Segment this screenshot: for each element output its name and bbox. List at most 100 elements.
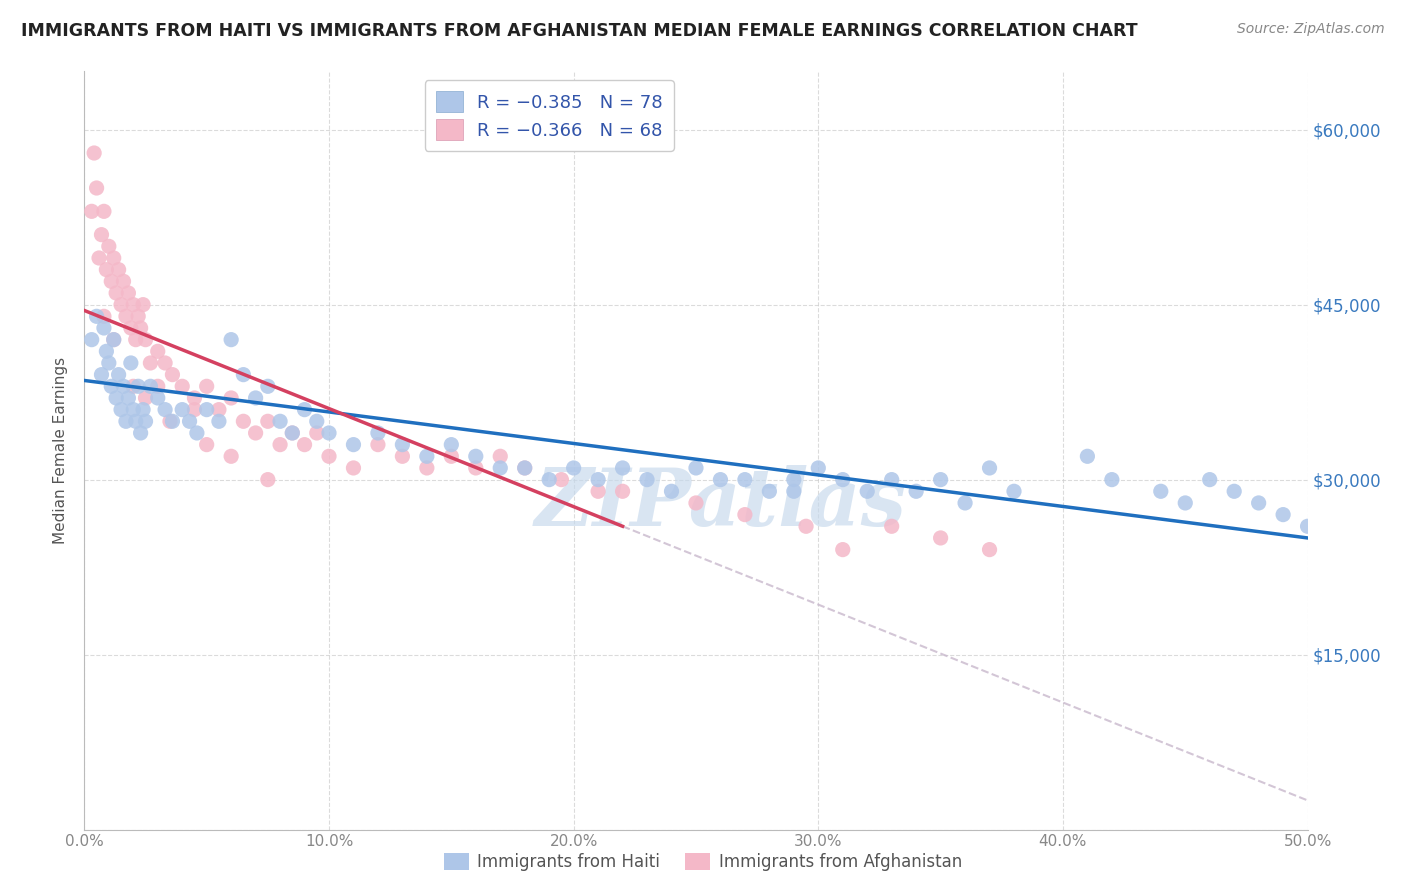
Point [245, 391, 267, 405]
Point [464, 450, 486, 464]
Point [305, 414, 328, 428]
Point [880, 473, 903, 487]
Point [103, 333, 125, 347]
Point [107, 262, 129, 277]
Point [132, 298, 155, 312]
Point [281, 425, 304, 440]
Point [513, 461, 536, 475]
Point [127, 310, 149, 324]
Point [83, 146, 105, 161]
Point [562, 461, 585, 475]
Point [953, 496, 976, 510]
Point [318, 450, 340, 464]
Point [93, 321, 115, 335]
Point [90, 227, 112, 242]
Point [103, 251, 125, 265]
Point [219, 450, 242, 464]
Point [1076, 450, 1098, 464]
Point [103, 333, 125, 347]
Point [305, 425, 328, 440]
Point [269, 414, 291, 428]
Point [636, 473, 658, 487]
Point [159, 414, 181, 428]
Point [80, 204, 103, 219]
Point [183, 402, 205, 417]
Point [929, 473, 952, 487]
Point [87, 251, 110, 265]
Point [219, 333, 242, 347]
Point [831, 473, 853, 487]
Point [153, 402, 176, 417]
Point [115, 310, 138, 324]
Point [120, 321, 142, 335]
Point [105, 285, 128, 300]
Point [489, 450, 512, 464]
Point [1002, 484, 1025, 499]
Point [367, 425, 389, 440]
Point [139, 356, 162, 370]
Point [1174, 496, 1197, 510]
Point [86, 181, 108, 195]
Point [1223, 484, 1246, 499]
Point [195, 402, 218, 417]
Point [794, 519, 817, 533]
Point [342, 461, 364, 475]
Point [257, 473, 280, 487]
Point [489, 461, 512, 475]
Point [1198, 473, 1220, 487]
Point [586, 473, 609, 487]
Point [186, 425, 208, 440]
Point [783, 484, 806, 499]
Point [100, 274, 122, 288]
Point [367, 437, 389, 451]
Point [122, 402, 145, 417]
Point [93, 310, 115, 324]
Point [232, 414, 254, 428]
Point [979, 542, 1001, 557]
Point [80, 333, 103, 347]
Point [734, 473, 756, 487]
Point [440, 450, 463, 464]
Point [112, 379, 135, 393]
Point [831, 542, 853, 557]
Point [905, 484, 928, 499]
Text: ZIPatlas: ZIPatlas [534, 465, 907, 542]
Point [416, 450, 439, 464]
Point [783, 473, 806, 487]
Point [257, 379, 280, 393]
Point [856, 484, 879, 499]
Point [146, 379, 169, 393]
Point [513, 461, 536, 475]
Point [105, 391, 128, 405]
Point [107, 368, 129, 382]
Point [294, 437, 316, 451]
Legend: R = −0.385   N = 78, R = −0.366   N = 68: R = −0.385 N = 78, R = −0.366 N = 68 [425, 80, 673, 151]
Point [125, 333, 148, 347]
Point [139, 379, 162, 393]
Point [120, 356, 142, 370]
Point [179, 414, 201, 428]
Point [219, 391, 242, 405]
Point [112, 274, 135, 288]
Point [1296, 519, 1319, 533]
Point [122, 298, 145, 312]
Point [135, 414, 157, 428]
Point [86, 310, 108, 324]
Point [685, 461, 707, 475]
Point [127, 379, 149, 393]
Point [440, 437, 463, 451]
Point [100, 379, 122, 393]
Point [172, 379, 194, 393]
Point [153, 356, 176, 370]
Point [117, 391, 139, 405]
Point [550, 473, 572, 487]
Legend: Immigrants from Haiti, Immigrants from Afghanistan: Immigrants from Haiti, Immigrants from A… [436, 845, 970, 880]
Point [93, 204, 115, 219]
Point [129, 321, 152, 335]
Point [232, 368, 254, 382]
Point [612, 461, 634, 475]
Point [1272, 508, 1295, 522]
Point [1150, 484, 1173, 499]
Point [661, 484, 683, 499]
Point [416, 461, 439, 475]
